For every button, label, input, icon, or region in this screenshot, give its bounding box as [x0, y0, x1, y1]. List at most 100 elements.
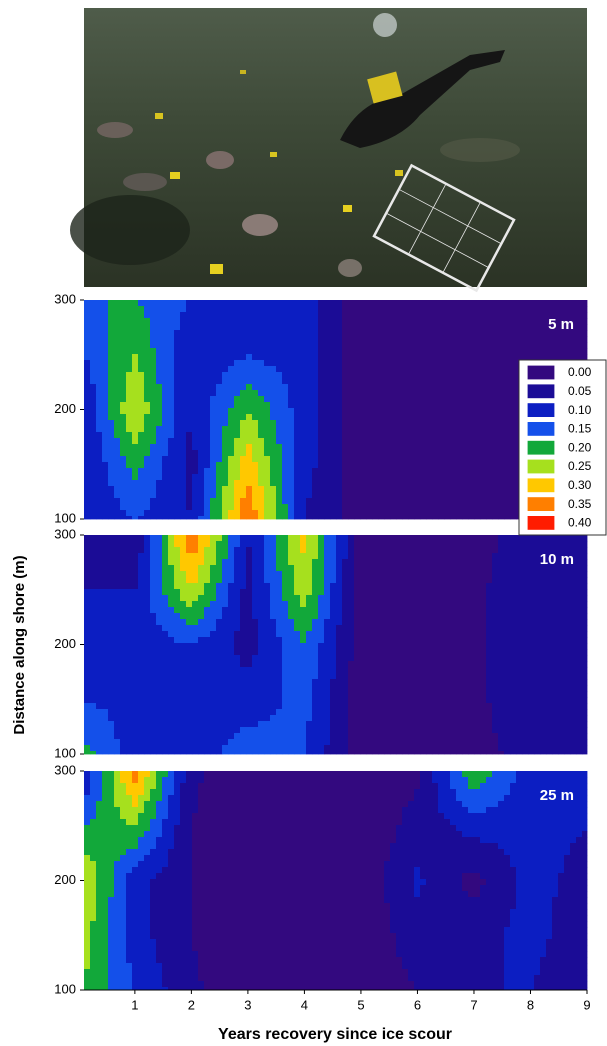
contour-cell: [378, 613, 384, 619]
contour-cell: [192, 625, 198, 631]
contour-cell: [144, 444, 150, 450]
contour-cell: [258, 420, 264, 426]
contour-cell: [504, 306, 510, 312]
contour-cell: [510, 444, 516, 450]
contour-cell: [354, 661, 360, 667]
contour-cell: [288, 486, 294, 492]
contour-cell: [216, 390, 222, 396]
contour-cell: [222, 480, 228, 486]
contour-cell: [300, 547, 306, 553]
contour-cell: [438, 504, 444, 510]
contour-cell: [420, 300, 426, 306]
contour-cell: [540, 336, 546, 342]
contour-cell: [384, 408, 390, 414]
contour-cell: [96, 745, 102, 751]
contour-cell: [450, 420, 456, 426]
contour-cell: [126, 733, 132, 739]
contour-cell: [264, 667, 270, 673]
contour-cell: [270, 631, 276, 637]
contour-cell: [138, 637, 144, 643]
contour-cell: [372, 553, 378, 559]
contour-cell: [162, 655, 168, 661]
contour-cell: [348, 625, 354, 631]
contour-cell: [342, 318, 348, 324]
contour-cell: [84, 589, 90, 595]
contour-cell: [264, 312, 270, 318]
contour-cell: [336, 589, 342, 595]
contour-cell: [504, 348, 510, 354]
contour-cell: [240, 751, 246, 754]
contour-cell: [312, 601, 318, 607]
contour-cell: [258, 402, 264, 408]
contour-cell: [408, 348, 414, 354]
contour-cell: [228, 571, 234, 577]
contour-cell: [180, 366, 186, 372]
contour-cell: [270, 565, 276, 571]
contour-cell: [456, 336, 462, 342]
contour-cell: [414, 354, 420, 360]
contour-cell: [186, 643, 192, 649]
contour-cell: [222, 583, 228, 589]
contour-cell: [132, 330, 138, 336]
contour-cell: [84, 565, 90, 571]
contour-cell: [384, 420, 390, 426]
contour-cell: [348, 547, 354, 553]
contour-cell: [360, 595, 366, 601]
contour-cell: [396, 330, 402, 336]
contour-cell: [342, 414, 348, 420]
contour-cell: [396, 474, 402, 480]
contour-cell: [90, 667, 96, 673]
contour-cell: [216, 649, 222, 655]
contour-cell: [216, 751, 222, 754]
contour-cell: [138, 607, 144, 613]
contour-cell: [252, 468, 258, 474]
contour-cell: [282, 661, 288, 667]
contour-cell: [186, 300, 192, 306]
contour-cell: [144, 685, 150, 691]
contour-cell: [306, 516, 312, 519]
contour-cell: [204, 372, 210, 378]
contour-cell: [384, 625, 390, 631]
contour-cell: [282, 342, 288, 348]
contour-cell: [270, 577, 276, 583]
contour-cell: [252, 703, 258, 709]
contour-cell: [234, 601, 240, 607]
contour-cell: [402, 468, 408, 474]
contour-cell: [228, 613, 234, 619]
contour-cell: [252, 595, 258, 601]
contour-cell: [288, 679, 294, 685]
contour-cell: [372, 697, 378, 703]
contour-cell: [90, 673, 96, 679]
contour-cell: [468, 312, 474, 318]
contour-cell: [300, 727, 306, 733]
contour-cell: [378, 631, 384, 637]
contour-cell: [132, 595, 138, 601]
contour-cell: [300, 420, 306, 426]
contour-cell: [324, 673, 330, 679]
contour-cell: [492, 498, 498, 504]
contour-cell: [330, 432, 336, 438]
contour-cell: [288, 390, 294, 396]
contour-cell: [480, 354, 486, 360]
contour-cell: [228, 541, 234, 547]
contour-cell: [192, 697, 198, 703]
contour-cell: [384, 715, 390, 721]
contour-cell: [330, 613, 336, 619]
contour-cell: [300, 360, 306, 366]
contour-cell: [468, 306, 474, 312]
contour-cell: [102, 432, 108, 438]
contour-cell: [270, 324, 276, 330]
contour-cell: [114, 637, 120, 643]
contour-cell: [198, 751, 204, 754]
contour-cell: [300, 354, 306, 360]
contour-cell: [324, 318, 330, 324]
contour-cell: [384, 492, 390, 498]
contour-cell: [198, 420, 204, 426]
contour-cell: [384, 414, 390, 420]
contour-cell: [264, 306, 270, 312]
contour-cell: [90, 649, 96, 655]
contour-cell: [138, 516, 144, 519]
contour-cell: [210, 414, 216, 420]
contour-cell: [300, 607, 306, 613]
contour-cell: [312, 547, 318, 553]
